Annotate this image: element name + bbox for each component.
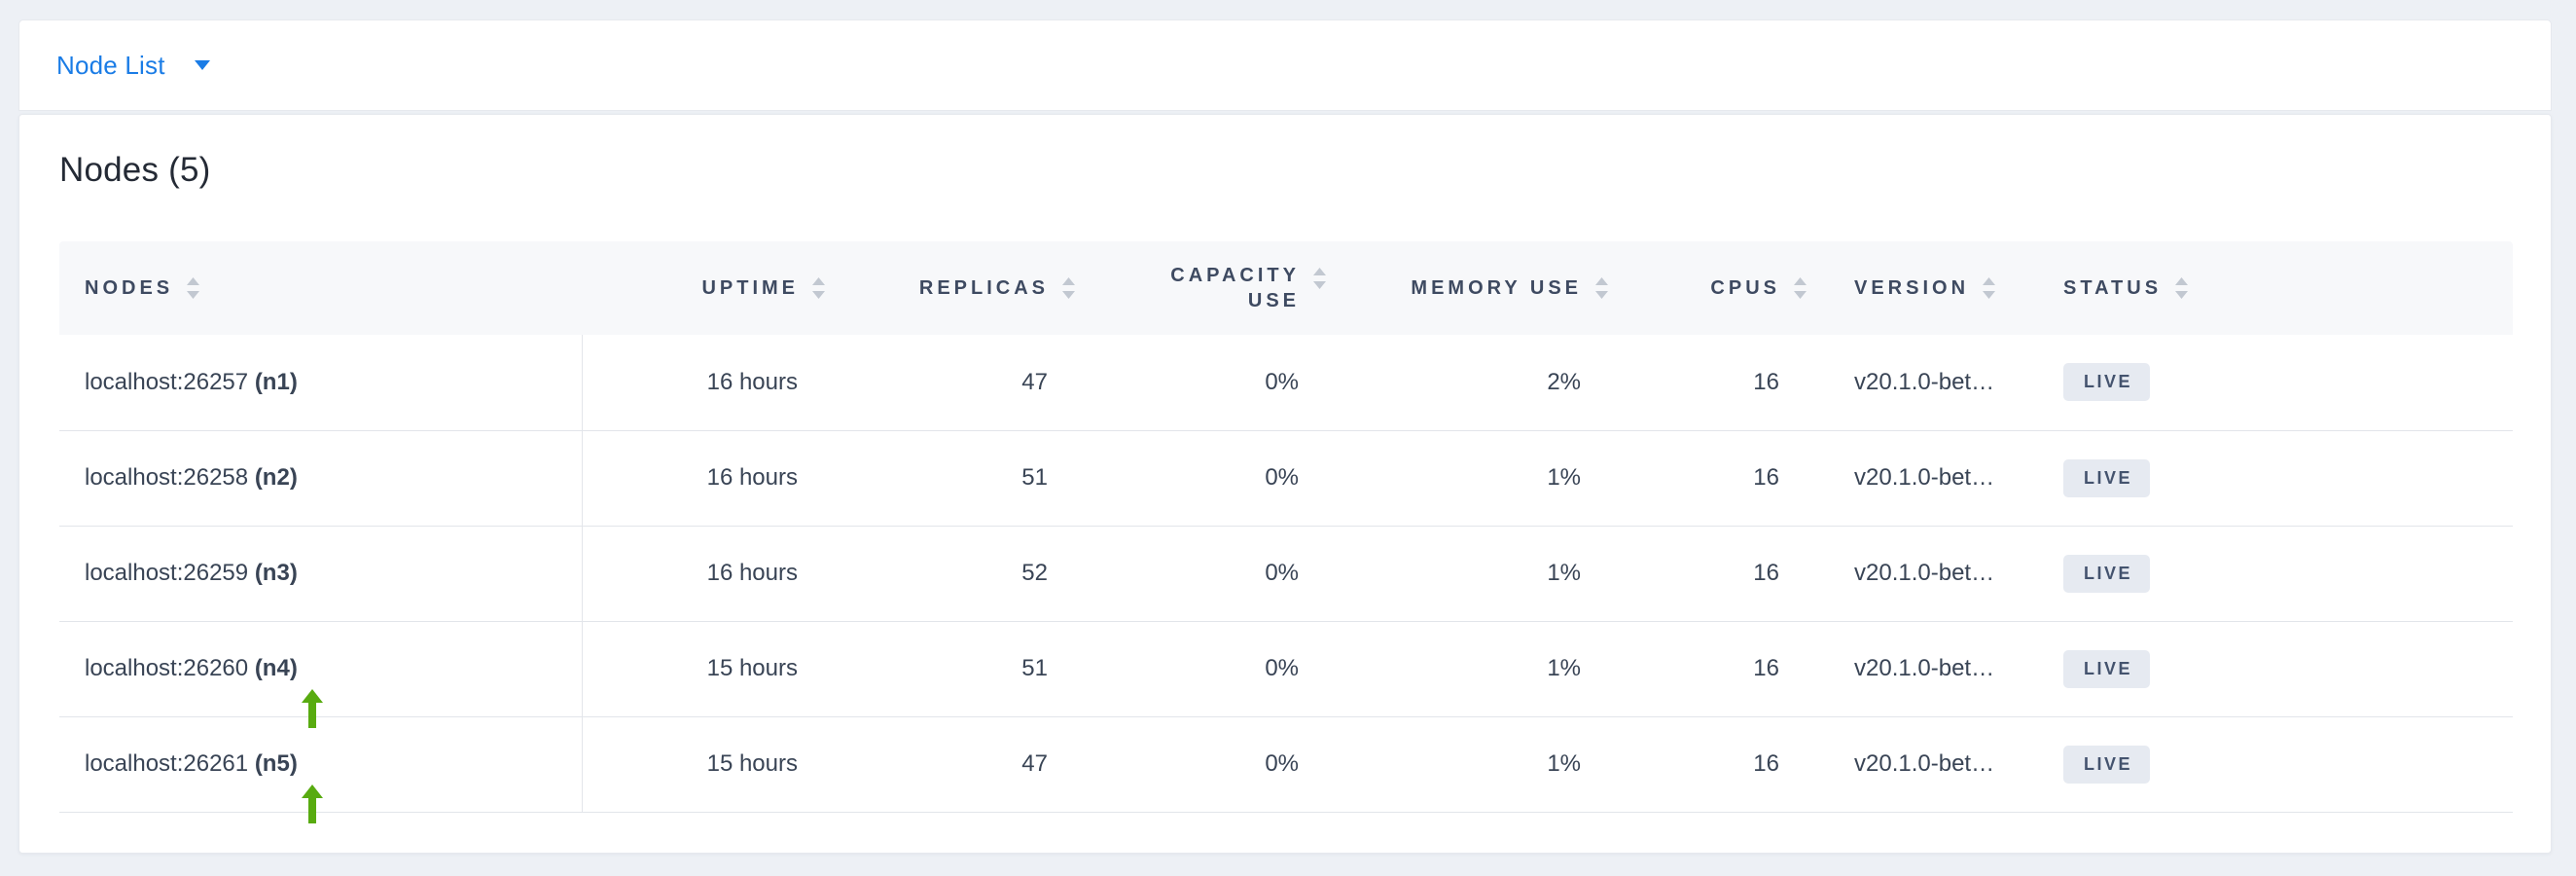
uptime-value: 16 hours <box>706 464 798 491</box>
column-header-version[interactable]: VERSION <box>1807 241 2049 335</box>
nodes-table-wrap: NODES UPTIME REPLICAS <box>59 241 2513 823</box>
node-address: localhost:26259 <box>85 560 249 586</box>
uptime-value: 15 hours <box>706 750 798 777</box>
node-address: localhost:26257 <box>85 368 249 395</box>
memory-use-value: 1% <box>1547 750 1581 777</box>
capacity-use-value: 0% <box>1265 560 1299 586</box>
version-value: v20.1.0-bet… <box>1854 750 1995 777</box>
table-row[interactable]: localhost:26259 (n3) 16 hours 52 0% 1% 1… <box>59 526 2513 622</box>
status-badge: LIVE <box>2063 458 2151 497</box>
node-address: localhost:26258 <box>85 464 249 491</box>
cpus-value: 16 <box>1753 560 1779 586</box>
topbar: Node List <box>18 19 2552 111</box>
cpus-value: 16 <box>1753 750 1779 777</box>
node-id: (n5) <box>254 750 298 777</box>
memory-use-value: 1% <box>1547 560 1581 586</box>
node-address: localhost:26261 <box>85 750 249 777</box>
column-header-memory-use[interactable]: MEMORY USE <box>1326 241 1608 335</box>
sort-icon <box>812 277 825 299</box>
node-list-dropdown[interactable]: Node List <box>56 51 210 81</box>
capacity-use-value: 0% <box>1265 368 1299 395</box>
column-header-nodes[interactable]: NODES <box>59 241 582 335</box>
content-card: Nodes (5) NODES UPT <box>18 114 2552 854</box>
cpus-value: 16 <box>1753 368 1779 395</box>
version-value: v20.1.0-bet… <box>1854 368 1995 395</box>
sort-icon <box>1983 277 1996 299</box>
sort-icon <box>187 277 200 299</box>
node-list-dropdown-label: Node List <box>56 50 165 80</box>
column-header-cpus[interactable]: CPUS <box>1608 241 1807 335</box>
sort-icon <box>1595 277 1608 299</box>
version-value: v20.1.0-bet… <box>1854 464 1995 491</box>
node-id: (n4) <box>254 655 298 681</box>
table-row[interactable]: localhost:26257 (n1) 16 hours 47 0% 2% 1… <box>59 335 2513 431</box>
sort-icon <box>1062 277 1075 299</box>
memory-use-value: 2% <box>1547 368 1581 395</box>
replicas-value: 47 <box>1021 368 1048 395</box>
cpus-value: 16 <box>1753 464 1779 491</box>
table-row[interactable]: localhost:26261 (n5) 15 hours 47 0% 1% 1… <box>59 716 2513 813</box>
node-id: (n2) <box>254 464 298 491</box>
caret-down-icon <box>194 60 210 70</box>
capacity-use-value: 0% <box>1265 750 1299 777</box>
node-id: (n3) <box>254 560 298 586</box>
replicas-value: 51 <box>1021 655 1048 681</box>
header-row: NODES UPTIME REPLICAS <box>59 241 2513 335</box>
uptime-value: 16 hours <box>706 560 798 586</box>
memory-use-value: 1% <box>1547 464 1581 491</box>
sort-icon <box>2175 277 2189 299</box>
nodes-table: NODES UPTIME REPLICAS <box>59 241 2513 813</box>
status-badge: LIVE <box>2063 554 2151 593</box>
version-value: v20.1.0-bet… <box>1854 655 1995 681</box>
capacity-use-value: 0% <box>1265 655 1299 681</box>
capacity-use-value: 0% <box>1265 464 1299 491</box>
uptime-value: 16 hours <box>706 368 798 395</box>
sort-icon <box>1313 268 1326 289</box>
cpus-value: 16 <box>1753 655 1779 681</box>
uptime-value: 15 hours <box>706 655 798 681</box>
status-badge: LIVE <box>2063 745 2151 784</box>
column-header-status[interactable]: STATUS <box>2049 241 2513 335</box>
column-header-capacity-use[interactable]: CAPACITY USE <box>1075 241 1326 335</box>
status-badge: LIVE <box>2063 649 2151 688</box>
node-id: (n1) <box>254 368 298 395</box>
sort-icon <box>1794 277 1807 299</box>
version-value: v20.1.0-bet… <box>1854 560 1995 586</box>
replicas-value: 51 <box>1021 464 1048 491</box>
column-header-uptime[interactable]: UPTIME <box>582 241 825 335</box>
node-address: localhost:26260 <box>85 655 249 681</box>
green-arrow-icon <box>302 785 323 823</box>
status-badge: LIVE <box>2063 363 2151 402</box>
column-header-replicas[interactable]: REPLICAS <box>825 241 1075 335</box>
replicas-value: 52 <box>1021 560 1048 586</box>
memory-use-value: 1% <box>1547 655 1581 681</box>
table-row[interactable]: localhost:26258 (n2) 16 hours 51 0% 1% 1… <box>59 430 2513 527</box>
green-arrow-icon <box>302 689 323 728</box>
table-row[interactable]: localhost:26260 (n4) 15 hours 51 0% 1% 1… <box>59 621 2513 717</box>
replicas-value: 47 <box>1021 750 1048 777</box>
page-title: Nodes (5) <box>59 151 211 189</box>
